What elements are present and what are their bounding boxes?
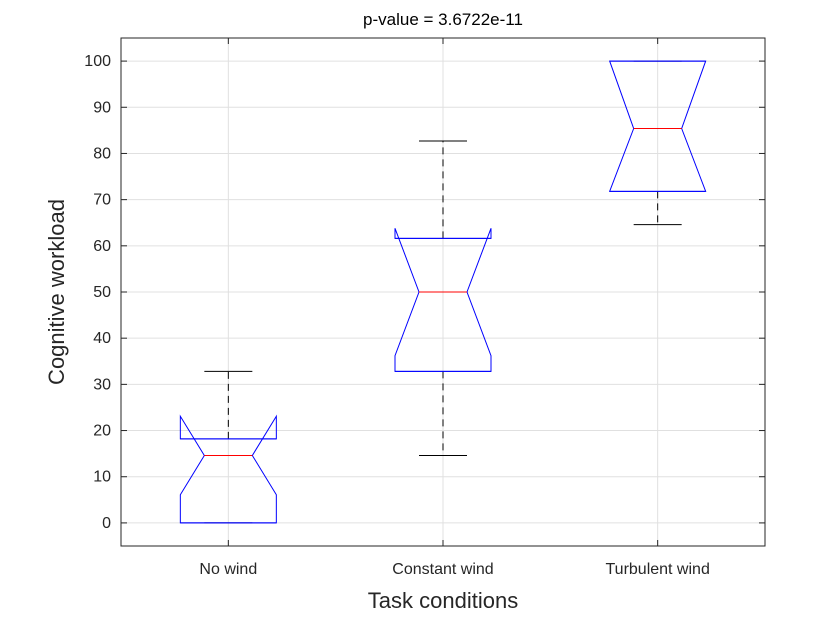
x-axis-title: Task conditions	[368, 588, 518, 613]
x-tick-label: Constant wind	[392, 561, 493, 578]
y-axis-title: Cognitive workload	[44, 199, 69, 385]
chart-title: p-value = 3.6722e-11	[363, 10, 523, 29]
tick-layer: 0 10 20 30 40 50 60 70 80 90 100 No wind Constant wi…	[84, 38, 765, 578]
plot-layer	[179, 60, 707, 524]
y-tick-label: 80	[93, 145, 111, 162]
x-tick-label: No wind	[199, 561, 257, 578]
y-tick-label: 40	[93, 330, 111, 347]
x-tick-label: Turbulent wind	[605, 561, 709, 578]
y-tick-label: 70	[93, 192, 111, 209]
y-tick-label: 100	[84, 53, 111, 70]
y-tick-label: 20	[93, 423, 111, 440]
y-tick-label: 30	[93, 376, 111, 393]
y-tick-label: 50	[93, 284, 111, 301]
y-tick-label: 10	[93, 469, 111, 486]
y-tick-label: 0	[102, 515, 111, 532]
y-tick-label: 90	[93, 99, 111, 116]
y-tick-label: 60	[93, 238, 111, 255]
